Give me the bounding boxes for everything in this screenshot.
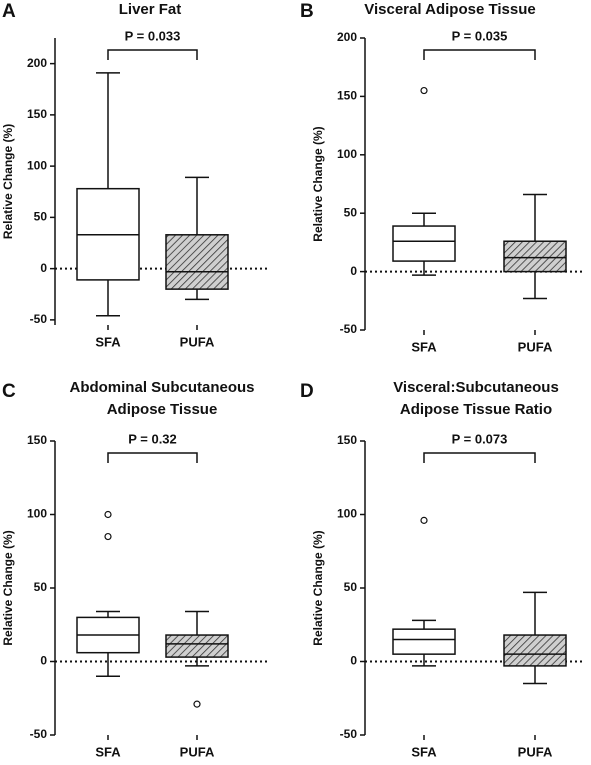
x-tick-label: PUFA — [518, 339, 553, 354]
outlier — [104, 510, 112, 519]
y-tick-label: 100 — [27, 158, 47, 172]
y-tick-label: 200 — [27, 56, 47, 70]
y-axis-label: Relative Change (%) — [311, 126, 325, 241]
y-axis-label: Relative Change (%) — [311, 530, 325, 645]
x-tick-label: PUFA — [180, 334, 215, 349]
y-tick-label: 200 — [337, 30, 357, 44]
y-tick-label: 0 — [40, 654, 47, 668]
y-tick-label: 150 — [27, 433, 47, 447]
box — [165, 234, 229, 290]
box — [392, 628, 456, 655]
y-tick-label: 0 — [350, 654, 357, 668]
chart-title: Visceral Adipose Tissue — [364, 1, 535, 18]
y-tick-label: 0 — [40, 261, 47, 275]
significance-bracket — [107, 49, 198, 60]
x-tick-label: PUFA — [180, 744, 215, 759]
x-tick-label: SFA — [411, 339, 437, 354]
y-tick-label: 150 — [27, 107, 47, 121]
significance-bracket — [423, 452, 536, 463]
chart-title: Abdominal Subcutaneous — [69, 379, 254, 396]
y-tick-label: 50 — [34, 580, 48, 594]
y-tick-label: 100 — [337, 507, 357, 521]
y-axis-label: Relative Change (%) — [1, 124, 15, 239]
outlier — [420, 516, 428, 524]
y-tick-label: 50 — [344, 580, 358, 594]
y-tick-label: -50 — [30, 312, 48, 326]
significance-bracket — [423, 49, 536, 60]
y-tick-label: 100 — [337, 147, 357, 161]
y-tick-label: 100 — [27, 507, 47, 521]
y-tick-label: -50 — [340, 322, 358, 336]
box — [392, 225, 456, 262]
y-axis-label: Relative Change (%) — [1, 530, 15, 645]
y-tick-label: 50 — [344, 205, 358, 219]
outlier — [104, 532, 112, 541]
y-tick-label: 150 — [337, 433, 357, 447]
outlier — [193, 700, 201, 708]
y-tick-label: 150 — [337, 89, 357, 103]
p-value: P = 0.033 — [125, 28, 181, 43]
outlier — [420, 86, 428, 95]
chart-title: Adipose Tissue Ratio — [400, 401, 552, 418]
panel-letter: D — [300, 381, 314, 402]
x-tick-label: SFA — [95, 334, 121, 349]
significance-bracket — [107, 452, 198, 463]
box — [503, 240, 567, 273]
p-value: P = 0.035 — [452, 28, 508, 43]
x-tick-label: PUFA — [518, 744, 553, 759]
p-value: P = 0.32 — [128, 431, 177, 446]
y-tick-label: -50 — [340, 727, 358, 741]
panel-letter: A — [2, 1, 16, 22]
chart-title: Visceral:Subcutaneous — [393, 379, 559, 396]
p-value: P = 0.073 — [452, 431, 508, 446]
panel-letter: B — [300, 1, 314, 22]
y-tick-label: -50 — [30, 727, 48, 741]
panel-letter: C — [2, 381, 16, 402]
y-tick-label: 50 — [34, 210, 48, 224]
chart-title: Adipose Tissue — [107, 401, 218, 418]
y-tick-label: 0 — [350, 264, 357, 278]
chart-title: Liver Fat — [119, 1, 182, 18]
box — [165, 634, 229, 658]
x-tick-label: SFA — [95, 744, 121, 759]
box — [503, 634, 567, 667]
x-tick-label: SFA — [411, 744, 437, 759]
